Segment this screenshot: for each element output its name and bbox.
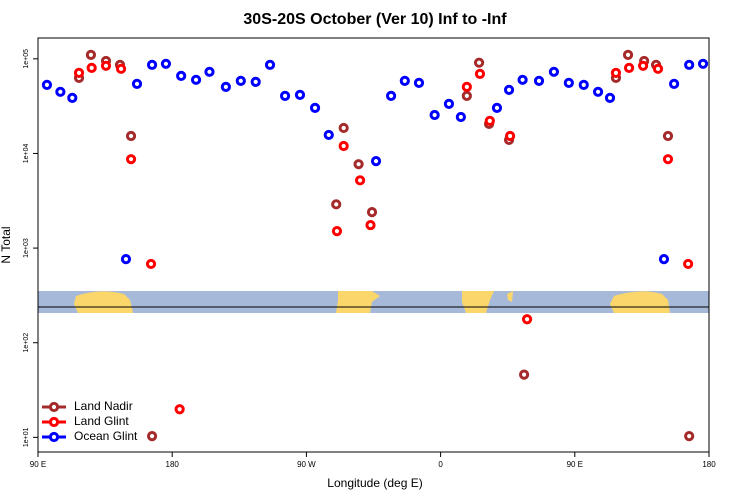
point <box>235 75 246 86</box>
point <box>331 199 342 210</box>
point <box>399 75 410 86</box>
point <box>294 89 306 100</box>
point <box>623 62 635 73</box>
point <box>354 175 366 186</box>
point <box>622 49 634 61</box>
point <box>323 129 334 141</box>
point <box>338 122 349 134</box>
point <box>145 258 157 270</box>
point <box>592 86 604 97</box>
point <box>115 63 127 74</box>
x-tick-label: 180 <box>166 460 180 469</box>
y-tick-label: 1e+04 <box>23 144 30 164</box>
y-axis-label: N Total <box>0 226 13 263</box>
point <box>474 68 486 79</box>
point <box>548 66 560 77</box>
point <box>370 156 382 167</box>
point <box>204 66 215 77</box>
point <box>473 57 485 68</box>
point <box>55 86 66 97</box>
point <box>309 102 321 113</box>
y-tick-label: 1e+02 <box>23 333 30 353</box>
point <box>684 431 695 442</box>
point <box>160 58 172 69</box>
chart-title: 30S-20S October (Ver 10) Inf to -Inf <box>243 11 507 28</box>
point <box>669 78 680 89</box>
point <box>67 92 78 103</box>
x-tick-label: 90 E <box>30 460 46 469</box>
legend-marker <box>48 401 60 413</box>
point <box>684 59 695 70</box>
point <box>41 79 53 90</box>
point <box>429 109 440 121</box>
point <box>484 115 495 126</box>
legend-marker <box>48 416 60 428</box>
point <box>517 74 528 85</box>
point <box>220 81 231 93</box>
point <box>190 74 202 85</box>
point <box>491 102 503 113</box>
point <box>697 58 709 69</box>
land <box>74 291 133 313</box>
y-tick-label: 1e+03 <box>23 238 30 258</box>
land <box>507 291 513 302</box>
x-tick-label: 0 <box>438 460 443 469</box>
point <box>413 77 425 88</box>
x-tick-label: 90 E <box>567 460 583 469</box>
point <box>504 130 516 142</box>
point <box>610 67 622 78</box>
point <box>174 404 185 415</box>
y-tick-label: 1e+01 <box>23 427 30 447</box>
point <box>503 84 515 95</box>
point <box>85 49 97 61</box>
point <box>455 111 466 123</box>
point <box>146 59 158 70</box>
point <box>652 63 664 74</box>
point <box>578 79 589 90</box>
point <box>366 207 378 218</box>
point <box>176 70 187 81</box>
point <box>533 75 545 86</box>
point <box>125 130 137 142</box>
point <box>365 219 376 231</box>
x-axis-label: Longitude (deg E) <box>327 476 422 490</box>
point <box>604 92 616 103</box>
land <box>610 291 670 313</box>
point <box>662 130 674 142</box>
point <box>683 258 694 270</box>
point <box>125 154 137 165</box>
point <box>100 60 112 71</box>
point <box>338 140 349 152</box>
legend-label: Ocean Glint <box>74 429 138 443</box>
point <box>563 77 574 88</box>
point <box>86 62 97 73</box>
point <box>443 98 455 109</box>
plot-frame <box>37 37 710 453</box>
point <box>131 78 143 89</box>
point <box>331 226 343 237</box>
point <box>279 90 291 101</box>
point <box>521 314 533 325</box>
point <box>461 81 472 93</box>
x-tick-label: 90 W <box>297 460 316 469</box>
point <box>662 154 674 165</box>
point <box>264 59 276 70</box>
point <box>146 431 158 442</box>
x-tick-label: 180 <box>702 460 716 469</box>
y-tick-label: 1e+05 <box>23 49 30 69</box>
point <box>353 159 364 170</box>
map-strip <box>38 291 709 313</box>
point <box>250 76 261 87</box>
point <box>637 60 649 71</box>
point <box>385 90 397 101</box>
point <box>658 253 670 265</box>
point <box>73 67 85 78</box>
point <box>519 369 530 380</box>
point <box>120 253 132 265</box>
legend-marker <box>48 431 60 443</box>
legend-label: Land Glint <box>74 414 129 428</box>
point <box>461 90 472 101</box>
legend-label: Land Nadir <box>74 399 133 413</box>
